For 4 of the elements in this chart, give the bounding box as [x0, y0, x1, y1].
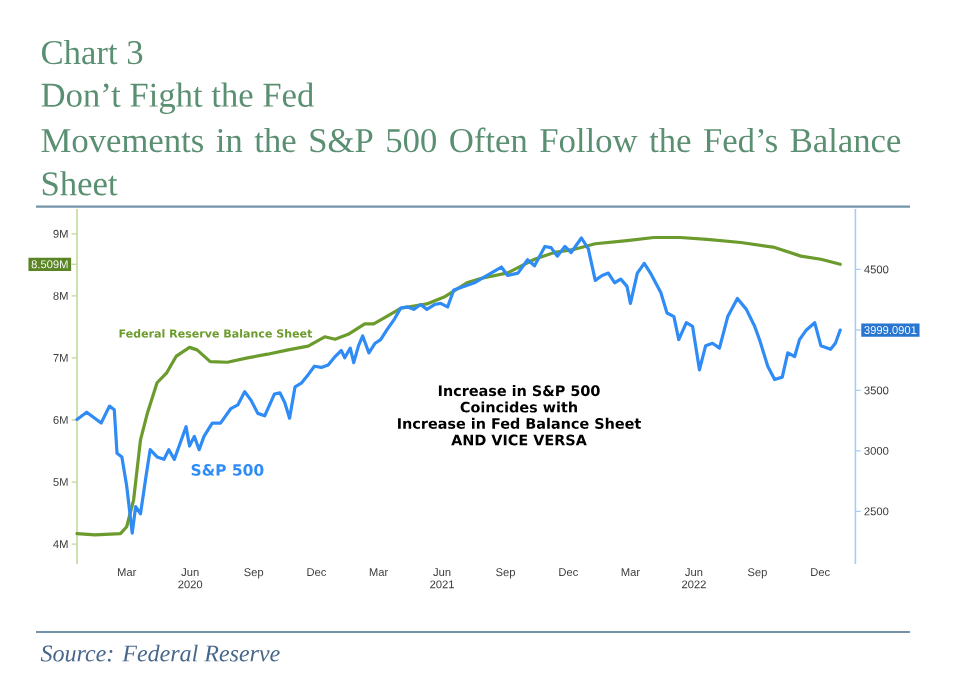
- chart-title: Don’t Fight the Fed: [41, 82, 314, 115]
- source-note: Source: Federal Reserve: [40, 644, 280, 662]
- chart-subtitle: Movements in the S&P 500 Often Follow the Fed’s Balance Sheet: [41, 127, 901, 196]
- caption: Chart 3: [41, 39, 143, 65]
